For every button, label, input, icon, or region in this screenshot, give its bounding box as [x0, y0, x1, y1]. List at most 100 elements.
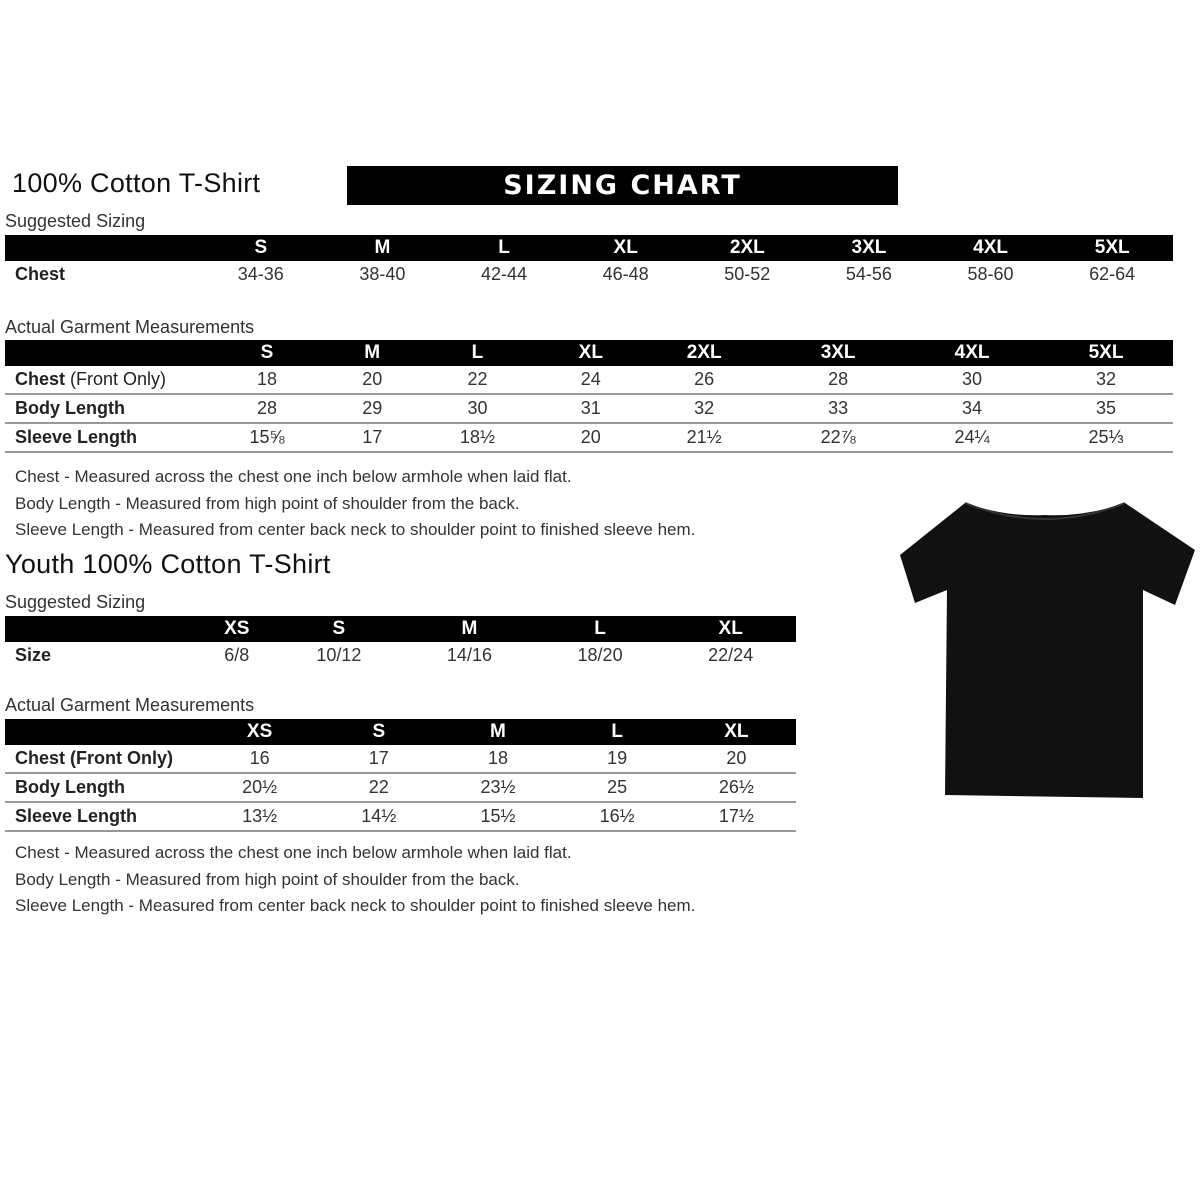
row-label: Sleeve Length: [5, 423, 200, 453]
row-label: Body Length: [5, 773, 200, 803]
table-cell: 14½: [319, 802, 439, 832]
table-cell: 34: [905, 394, 1040, 424]
header-blank: [5, 616, 200, 642]
row-label: Sleeve Length: [5, 802, 200, 832]
table-cell: 34-36: [237, 264, 284, 284]
size-header: M: [321, 235, 444, 261]
table-row: Sleeve Length 13½ 14½ 15½ 16½ 17½: [5, 802, 796, 832]
table-cell: 24¼: [905, 423, 1040, 453]
table-row: Chest (Front Only) 18 20 22 24 26 28 30 32: [5, 366, 1173, 395]
table-cell: 25⅓: [1039, 423, 1173, 453]
youth-actual-label: Actual Garment Measurements: [5, 695, 255, 715]
table-cell: 31: [544, 394, 638, 424]
table-row: Chest 34-36 38-40 42-44 46-48 50-52 54-56 58-60…: [5, 261, 1173, 288]
size-header: 4XL: [929, 235, 1052, 261]
table-cell: 14/16: [446, 645, 492, 665]
table-cell: 20: [676, 745, 796, 774]
table-cell: 46-48: [602, 264, 649, 284]
table-cell: 22⅞: [771, 423, 906, 453]
tshirt-image: [900, 502, 1195, 798]
table-cell: 24: [544, 366, 638, 395]
size-header: S: [200, 235, 322, 261]
table-cell: 20: [544, 423, 638, 453]
sizing-chart-banner: SIZING CHART: [347, 166, 898, 205]
table-cell: 15⅝: [200, 423, 334, 453]
table-cell: 23½: [438, 773, 558, 803]
size-header: 5XL: [1051, 235, 1173, 261]
size-header: M: [333, 340, 411, 366]
table-cell: 20½: [200, 773, 320, 803]
measurement-note: Sleeve Length - Measured from center bac…: [15, 520, 696, 539]
table-row: Body Length 28 29 30 31 32 33 34 35: [5, 394, 1173, 424]
table-cell: 38-40: [359, 264, 406, 284]
measurement-note: Body Length - Measured from high point o…: [15, 493, 520, 513]
table-cell: 17: [333, 423, 411, 453]
table-cell: 18: [200, 366, 334, 395]
size-header: 4XL: [905, 340, 1040, 366]
size-header: M: [438, 719, 558, 745]
size-header-row: S M L XL 2XL 3XL 4XL 5XL: [5, 340, 1173, 366]
table-cell: 33: [771, 394, 906, 424]
size-header: M: [404, 616, 535, 642]
table-cell: 16½: [557, 802, 677, 832]
table-cell: 6/8: [224, 645, 250, 665]
header-blank: [5, 719, 200, 745]
measurement-note: Body Length - Measured from high point o…: [15, 869, 520, 889]
size-header: S: [273, 616, 405, 642]
size-header: XL: [544, 340, 638, 366]
size-header: XL: [676, 719, 796, 745]
row-label: Chest (Front Only): [5, 745, 200, 774]
table-row: Sleeve Length 15⅝ 17 18½ 20 21½ 22⅞ 24¼ 25⅓: [5, 423, 1173, 453]
size-header: 3XL: [771, 340, 906, 366]
row-label: Chest (Front Only): [5, 366, 200, 395]
size-header: 5XL: [1039, 340, 1173, 366]
table-cell: 15½: [438, 802, 558, 832]
table-cell: 22: [319, 773, 439, 803]
size-header: XS: [200, 719, 320, 745]
youth-suggested-table: XS S M L XL Size 6/8 10/12 14/16 18/20 22/24: [5, 616, 796, 669]
table-cell: 26½: [676, 773, 796, 803]
table-row: Body Length 20½ 22 23½ 25 26½: [5, 773, 796, 803]
row-label: Body Length: [5, 394, 200, 424]
youth-actual-table: XS S M L XL Chest (Front Only) 16 17 18 19 20 Body …: [5, 719, 796, 832]
table-cell: 18: [438, 745, 558, 774]
table-cell: 21½: [637, 423, 772, 453]
header-blank: [5, 235, 200, 261]
size-header: S: [200, 340, 334, 366]
table-cell: 17: [319, 745, 439, 774]
youth-title: Youth 100% Cotton T-Shirt: [5, 549, 331, 579]
table-cell: 30: [410, 394, 545, 424]
size-header: 2XL: [686, 235, 809, 261]
table-row: Chest (Front Only) 16 17 18 19 20: [5, 745, 796, 774]
youth-notes: Chest - Measured across the chest one in…: [15, 840, 695, 920]
size-header-row: XS S M L XL: [5, 616, 796, 642]
row-label: Chest: [15, 264, 66, 284]
table-cell: 35: [1039, 394, 1173, 424]
header-blank: [5, 340, 200, 366]
adult-suggested-label: Suggested Sizing: [5, 211, 146, 231]
table-cell: 19: [557, 745, 677, 774]
table-cell: 29: [333, 394, 411, 424]
adult-actual-table: S M L XL 2XL 3XL 4XL 5XL Chest (Front Only) 18 20 2…: [5, 340, 1173, 453]
row-label: Size: [15, 645, 52, 665]
table-cell: 54-56: [845, 264, 892, 284]
size-header: XL: [665, 616, 796, 642]
size-header: S: [319, 719, 439, 745]
table-cell: 28: [200, 394, 334, 424]
adult-title: 100% Cotton T-Shirt: [12, 168, 261, 198]
table-cell: 32: [1039, 366, 1173, 395]
table-cell: 50-52: [724, 264, 771, 284]
size-header: L: [557, 719, 677, 745]
measurement-note: Chest - Measured across the chest one in…: [15, 467, 572, 486]
table-row: Size 6/8 10/12 14/16 18/20 22/24: [5, 642, 796, 669]
size-header: 3XL: [808, 235, 930, 261]
size-header: L: [443, 235, 565, 261]
table-cell: 20: [333, 366, 411, 395]
adult-suggested-table: S M L XL 2XL 3XL 4XL 5XL Chest 34-36 38-40 42-44 46-…: [5, 235, 1173, 288]
size-header: 2XL: [637, 340, 772, 366]
table-cell: 18/20: [577, 645, 623, 665]
measurement-note: Chest - Measured across the chest one in…: [15, 843, 572, 862]
size-header: L: [534, 616, 666, 642]
table-cell: 13½: [200, 802, 320, 832]
